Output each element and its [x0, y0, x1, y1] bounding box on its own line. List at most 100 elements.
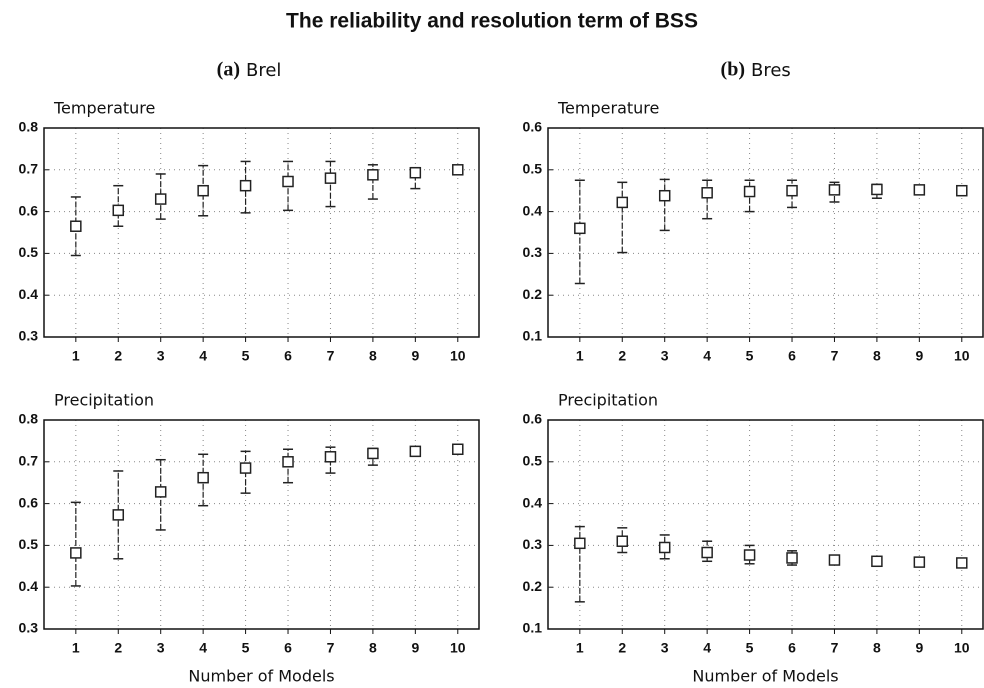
y-tick-label: 0.6	[523, 119, 543, 135]
marker	[701, 187, 713, 199]
x-tick-label: 10	[450, 640, 466, 656]
x-tick-label: 4	[199, 640, 207, 656]
marker	[956, 184, 968, 197]
marker	[112, 509, 125, 521]
plot-frame	[547, 419, 984, 630]
x-tick-label: 1	[576, 348, 584, 364]
marker	[743, 185, 756, 198]
x-tick-label: 5	[242, 640, 250, 656]
marker	[913, 184, 926, 196]
x-tick-label: 9	[411, 348, 419, 364]
marker	[282, 175, 294, 188]
marker	[616, 196, 629, 209]
x-tick-label: 1	[72, 348, 80, 364]
y-tick-label: 0.6	[523, 411, 543, 427]
panel-letter: (a)	[217, 59, 240, 81]
y-tick-label: 0.6	[19, 494, 39, 510]
y-tick-label: 0.6	[19, 202, 39, 218]
marker	[239, 179, 252, 192]
x-tick-label: 7	[327, 348, 335, 364]
x-tick-label: 8	[369, 348, 377, 364]
y-tick-label: 0.3	[19, 328, 39, 344]
marker	[743, 549, 756, 561]
plot-frame	[43, 127, 480, 338]
plot-frame	[43, 419, 480, 630]
marker	[658, 541, 671, 554]
marker	[828, 184, 841, 196]
y-tick-label: 0.3	[523, 244, 543, 260]
marker	[154, 193, 167, 205]
y-tick-label: 0.2	[523, 578, 543, 594]
y-tick-label: 0.8	[19, 119, 39, 135]
y-tick-label: 0.7	[19, 453, 39, 469]
x-tick-label: 8	[873, 348, 881, 364]
x-tick-label: 6	[788, 348, 796, 364]
marker	[452, 164, 464, 176]
y-tick-label: 0.4	[19, 286, 39, 302]
y-tick-label: 0.5	[523, 161, 543, 177]
marker	[324, 172, 337, 184]
x-tick-label: 3	[157, 640, 165, 656]
x-tick-label: 10	[954, 348, 970, 364]
y-tick-label: 0.4	[523, 202, 543, 218]
x-tick-label: 6	[284, 348, 292, 364]
x-tick-label: 7	[327, 640, 335, 656]
marker	[913, 556, 926, 568]
panel-title: Precipitation	[54, 391, 154, 410]
y-tick-label: 0.4	[523, 494, 543, 510]
marker	[70, 547, 82, 559]
marker	[70, 220, 82, 232]
x-tick-label: 7	[831, 640, 839, 656]
x-axis-label: Number of Models	[692, 667, 838, 686]
marker	[324, 451, 337, 463]
x-tick-label: 10	[954, 640, 970, 656]
x-tick-label: 4	[703, 348, 711, 364]
marker	[112, 204, 125, 217]
x-tick-label: 3	[661, 640, 669, 656]
y-tick-label: 0.5	[19, 536, 39, 552]
marker	[574, 222, 586, 235]
marker	[154, 486, 167, 498]
y-tick-label: 0.8	[19, 411, 39, 427]
x-tick-label: 2	[618, 348, 626, 364]
marker	[197, 471, 209, 484]
panel-name: Brel	[246, 60, 281, 81]
y-tick-label: 0.5	[523, 453, 543, 469]
x-axis-label: Number of Models	[188, 667, 334, 686]
y-tick-label: 0.1	[523, 328, 543, 344]
x-tick-label: 7	[831, 348, 839, 364]
panel-title: Temperature	[53, 99, 155, 118]
x-tick-label: 1	[576, 640, 584, 656]
x-tick-label: 9	[411, 640, 419, 656]
y-tick-label: 0.5	[19, 244, 39, 260]
y-tick-label: 0.3	[523, 536, 543, 552]
marker	[452, 443, 464, 456]
x-tick-label: 2	[114, 348, 122, 364]
x-tick-label: 5	[746, 640, 754, 656]
marker	[828, 554, 841, 566]
x-tick-label: 5	[746, 348, 754, 364]
marker	[658, 189, 671, 202]
marker	[786, 184, 798, 197]
x-tick-label: 8	[873, 640, 881, 656]
y-tick-label: 0.3	[19, 620, 39, 636]
y-tick-label: 0.2	[523, 286, 543, 302]
x-tick-label: 3	[661, 348, 669, 364]
x-tick-label: 8	[369, 640, 377, 656]
x-tick-label: 2	[618, 640, 626, 656]
marker	[282, 456, 294, 468]
x-tick-label: 9	[915, 640, 923, 656]
marker	[871, 183, 883, 196]
x-tick-label: 2	[114, 640, 122, 656]
x-tick-label: 10	[450, 348, 466, 364]
y-tick-label: 0.4	[19, 578, 39, 594]
panel-letter: (b)	[721, 59, 745, 81]
marker	[409, 445, 422, 458]
x-tick-label: 4	[199, 348, 207, 364]
y-tick-label: 0.7	[19, 161, 39, 177]
marker	[239, 462, 252, 474]
marker	[871, 555, 883, 568]
x-tick-label: 5	[242, 348, 250, 364]
x-tick-label: 4	[703, 640, 711, 656]
